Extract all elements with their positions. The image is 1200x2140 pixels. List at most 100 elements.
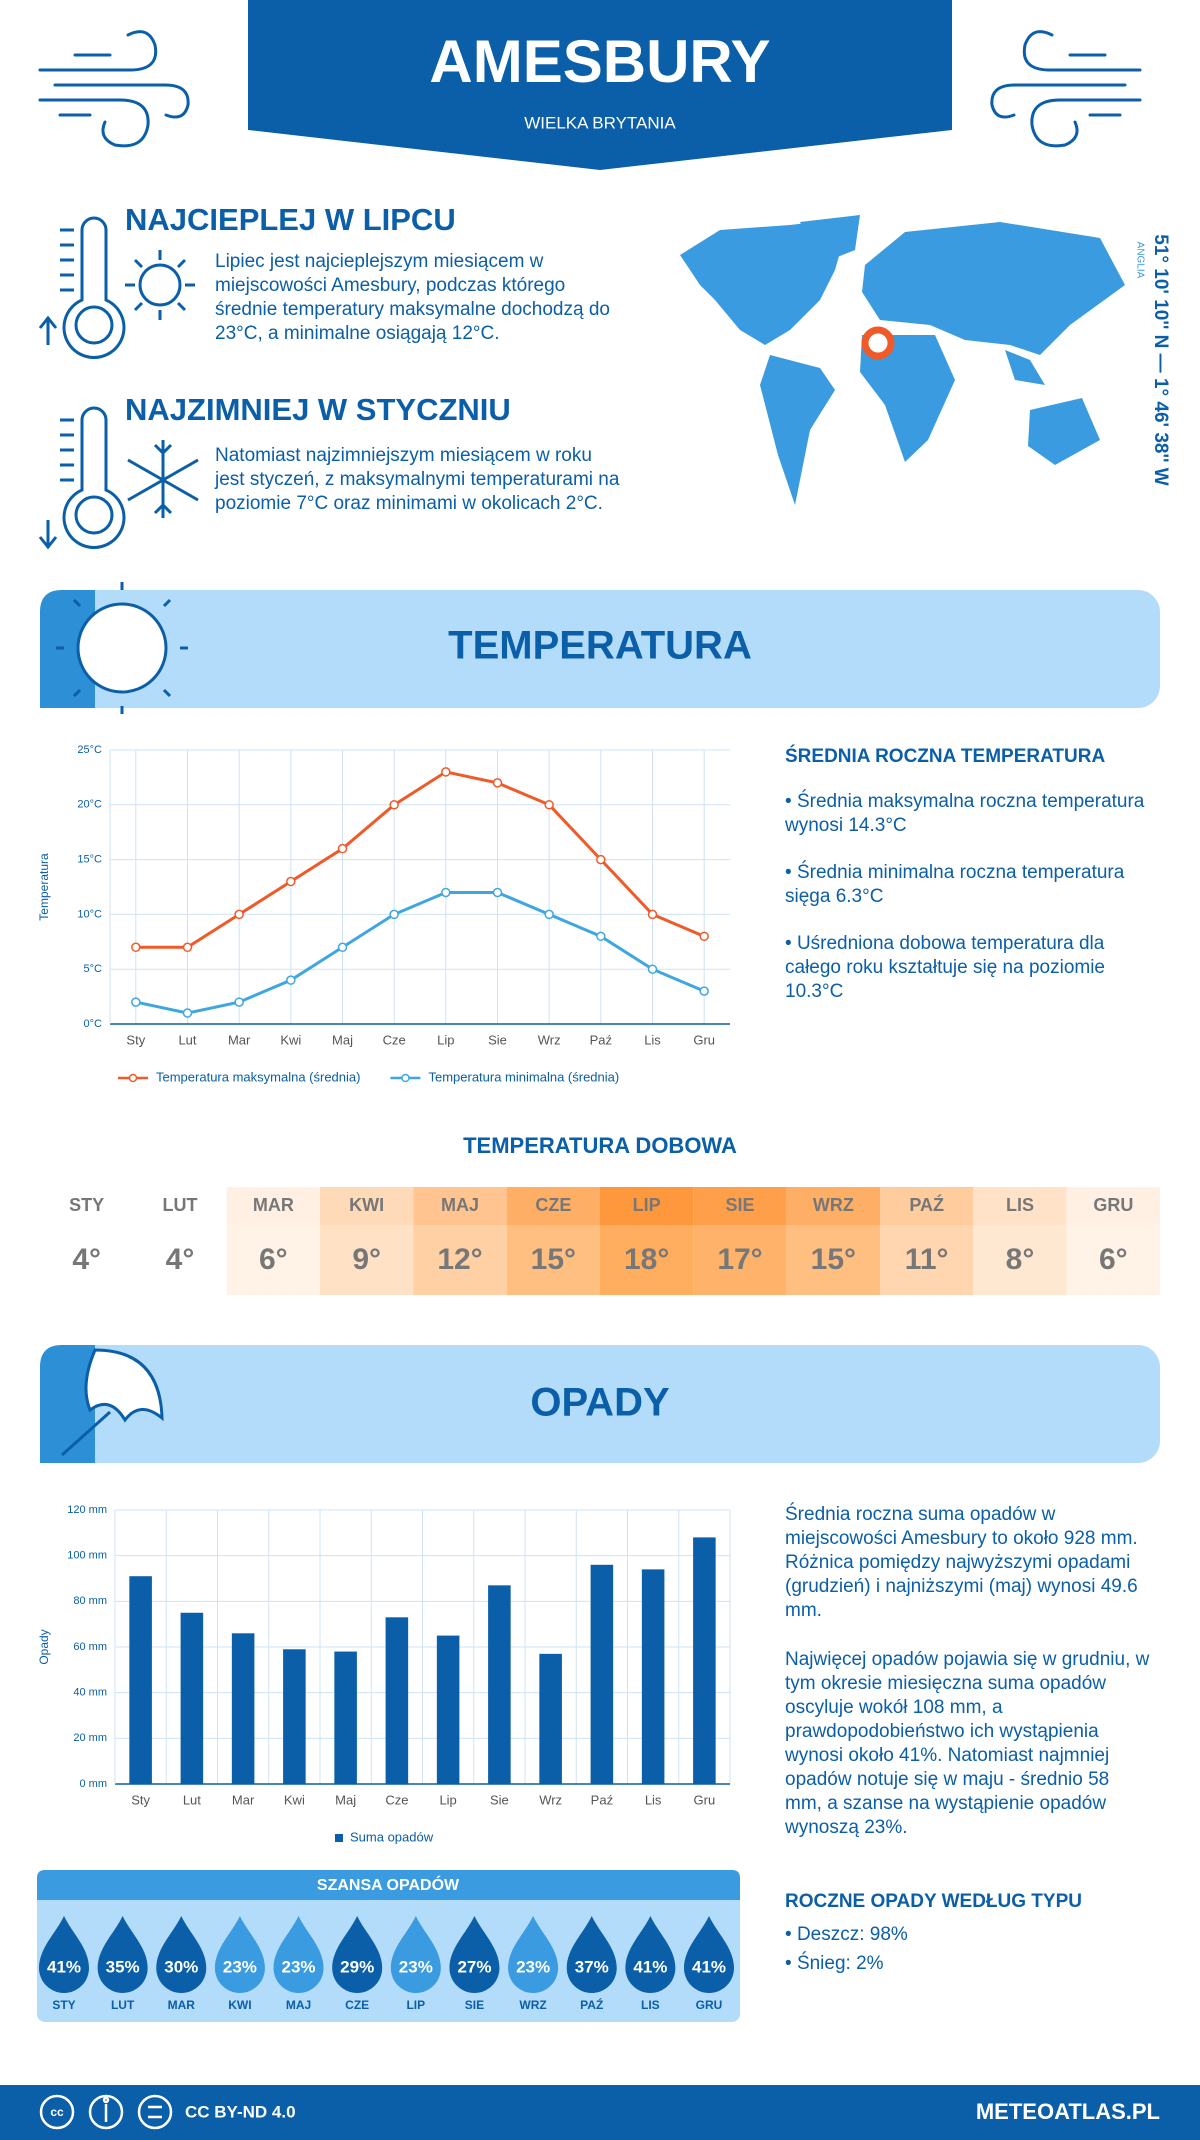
y-tick-label: 5°C	[84, 963, 103, 975]
x-tick-label: Maj	[332, 1032, 353, 1047]
bar	[488, 1585, 511, 1784]
point	[492, 778, 503, 788]
x-tick-label: Lip	[439, 1792, 456, 1807]
precip-text: Średnia roczna suma opadów w miejscowośc…	[785, 1504, 1138, 1621]
y-tick-label: 0 mm	[80, 1778, 108, 1790]
month-label: LUT	[163, 1195, 198, 1215]
drop	[508, 1916, 559, 1993]
x-tick-label: Lis	[644, 1032, 661, 1047]
value-cell	[600, 1225, 694, 1295]
x-tick-label: Lip	[437, 1032, 454, 1047]
wind-icon	[990, 30, 1142, 148]
value-cell	[1066, 1225, 1160, 1295]
month-header-cell	[1066, 1187, 1160, 1225]
point	[286, 876, 296, 887]
point	[544, 909, 554, 920]
point	[699, 931, 709, 942]
section-banner	[40, 590, 1160, 708]
value-label: 15°	[811, 1243, 856, 1276]
cc-icon: cc	[50, 2105, 64, 2119]
wind-icon	[38, 30, 190, 148]
drop	[97, 1916, 148, 1994]
x-tick-label: Cze	[383, 1032, 406, 1047]
month-label: STY	[69, 1195, 104, 1215]
drop	[684, 1916, 734, 1993]
x-tick-label: Lut	[183, 1792, 201, 1807]
point	[699, 986, 709, 996]
y-tick-label: 20 mm	[73, 1732, 107, 1744]
x-tick-label: Wrz	[538, 1032, 561, 1047]
point	[389, 909, 399, 920]
drop-label: 41%	[47, 1957, 81, 1976]
bar	[539, 1653, 562, 1784]
warm-title: NAJCIEPLEJ W LIPCU	[125, 202, 456, 237]
line	[135, 890, 705, 1015]
point	[441, 887, 451, 898]
value-label: 18°	[624, 1243, 669, 1276]
drop	[449, 1916, 500, 1993]
type-item: Śnieg: 2%	[785, 1952, 884, 1976]
x-tick-label: Lis	[645, 1792, 662, 1807]
value-label: 17°	[717, 1243, 762, 1276]
bar	[385, 1617, 409, 1784]
y-tick-label: 25°C	[77, 744, 102, 756]
drop-month: PAŹ	[580, 1997, 603, 2012]
value-label: 9°	[352, 1243, 381, 1276]
point	[131, 942, 141, 953]
x-tick-label: Sie	[490, 1792, 509, 1807]
x-tick-label: Maj	[335, 1792, 356, 1807]
precip-text: Najwięcej opadów pojawia się w grudniu, …	[785, 1649, 1150, 1838]
month-header-cell	[506, 1187, 600, 1225]
y-axis-label: Opady	[37, 1629, 51, 1664]
point	[441, 767, 451, 777]
point	[131, 997, 141, 1007]
cold-title: NAJZIMNIEJ W STYCZNIU	[125, 392, 511, 427]
banner-accent	[40, 1345, 95, 1463]
type-item: Deszcz: 98%	[785, 1923, 908, 1947]
point	[337, 843, 348, 854]
drop-label: 29%	[340, 1957, 374, 1976]
month-label: CZE	[535, 1195, 571, 1215]
drop-label: 30%	[164, 1957, 198, 1976]
drop	[625, 1916, 676, 1993]
point	[596, 931, 606, 942]
point	[286, 975, 296, 985]
month-header-cell	[973, 1187, 1067, 1225]
drop	[39, 1916, 89, 1993]
drop	[156, 1916, 207, 1993]
legend-marker	[335, 1834, 343, 1842]
drop-month: STY	[52, 1998, 75, 2012]
month-header-cell	[786, 1187, 880, 1225]
warm-text: Lipiec jest najcieplejszym miesiącem w m…	[215, 251, 610, 344]
y-tick-label: 120 mm	[67, 1504, 107, 1516]
point	[647, 964, 658, 974]
month-label: PAŹ	[909, 1194, 944, 1215]
legend-marker	[128, 1073, 138, 1083]
legend-label: Suma opadów	[350, 1829, 434, 1844]
legend-label: Temperatura maksymalna (średnia)	[156, 1069, 360, 1084]
drop-label: 41%	[633, 1957, 667, 1976]
y-tick-label: 15°C	[77, 854, 102, 866]
value-label: 15°	[531, 1243, 576, 1276]
x-tick-label: Sie	[488, 1032, 507, 1047]
drop-label: 23%	[516, 1957, 550, 1976]
summary-item: Średnia maksymalna roczna temperatura wy…	[785, 790, 1165, 838]
daily-table: STY 4° LUT 4° MAR 6° KWI 9° MAJ 12° CZE 15° LIP 18° SI…	[40, 1187, 1160, 1295]
x-tick-label: Mar	[232, 1792, 255, 1807]
section-title: OPADY	[530, 1381, 670, 1425]
bar	[129, 1576, 152, 1784]
drop-label: 37%	[575, 1957, 609, 1976]
month-header-cell	[600, 1187, 694, 1225]
x-tick-label: Cze	[385, 1792, 408, 1807]
value-cell	[973, 1225, 1067, 1295]
drop-label: 35%	[106, 1957, 140, 1976]
value-cell	[880, 1225, 974, 1295]
y-tick-label: 40 mm	[73, 1687, 107, 1699]
types-title: ROCZNE OPADY WEDŁUG TYPU	[785, 1891, 1082, 1912]
point	[492, 887, 503, 898]
month-header-cell	[40, 1187, 134, 1225]
chance-drops: 41% STY 35% LUT 30% MAR 23% KWI 23% MAJ 29% CZE 23% L…	[39, 1916, 734, 2012]
bar	[693, 1537, 716, 1784]
